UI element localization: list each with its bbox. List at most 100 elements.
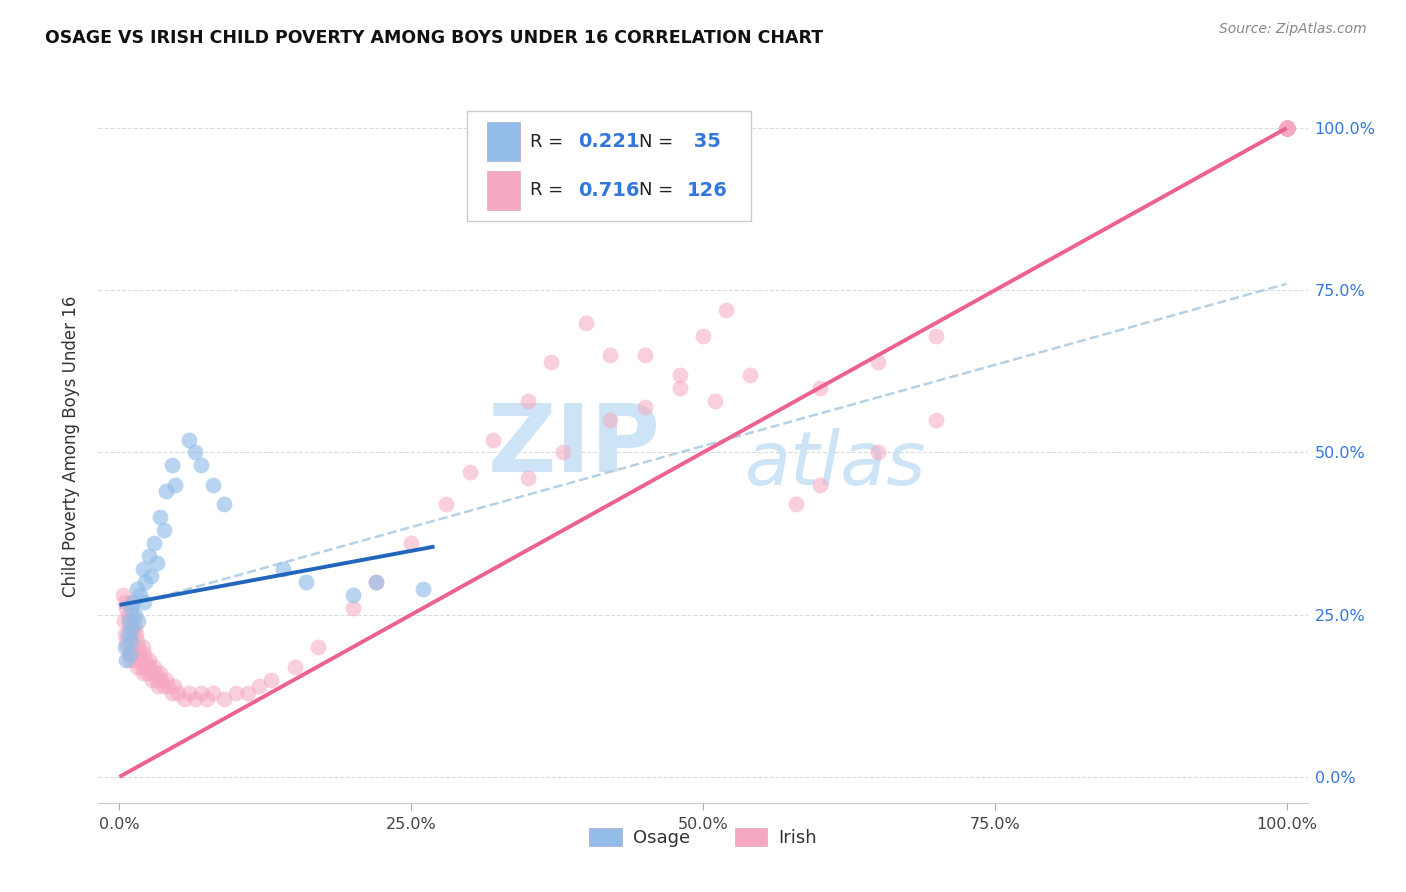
Point <box>155 673 177 687</box>
Point <box>295 575 318 590</box>
Point <box>540 354 562 368</box>
Point <box>114 595 136 609</box>
Point <box>139 659 162 673</box>
Text: ZIP: ZIP <box>488 400 661 492</box>
Point <box>138 653 160 667</box>
Point <box>1275 121 1298 136</box>
Point <box>808 478 831 492</box>
Text: N =: N = <box>638 181 679 199</box>
Text: 0.716: 0.716 <box>578 181 640 200</box>
Point <box>139 568 162 582</box>
Point <box>1275 121 1298 136</box>
Point <box>127 614 149 628</box>
Point <box>190 685 212 699</box>
Point <box>149 510 172 524</box>
Point <box>1275 121 1298 136</box>
Point <box>118 647 141 661</box>
Point <box>152 679 174 693</box>
Point <box>128 647 150 661</box>
Point <box>136 666 159 681</box>
Point <box>122 595 145 609</box>
Point <box>412 582 434 596</box>
Point <box>143 536 166 550</box>
Point <box>179 685 201 699</box>
Point <box>118 653 141 667</box>
Point <box>716 302 738 317</box>
Point <box>132 666 155 681</box>
Text: 126: 126 <box>688 181 728 200</box>
Point <box>633 348 655 362</box>
Point <box>366 575 388 590</box>
Point <box>703 393 725 408</box>
Point <box>117 607 139 622</box>
Point <box>124 607 146 622</box>
Point <box>342 588 364 602</box>
Point <box>738 368 761 382</box>
Point <box>1275 121 1298 136</box>
Point <box>1275 121 1298 136</box>
Point <box>1275 121 1298 136</box>
Point <box>1275 121 1298 136</box>
Point <box>132 562 155 576</box>
Point <box>1275 121 1298 136</box>
Point <box>118 647 141 661</box>
Point <box>121 621 143 635</box>
Point <box>127 640 149 654</box>
Point <box>134 575 156 590</box>
Point <box>122 614 145 628</box>
Text: R =: R = <box>530 181 569 199</box>
Point <box>160 458 183 473</box>
Point <box>190 458 212 473</box>
Point <box>184 445 207 459</box>
Point <box>122 647 145 661</box>
Point <box>1275 121 1298 136</box>
Point <box>1275 121 1298 136</box>
Point <box>120 627 142 641</box>
Point <box>283 659 305 673</box>
Point <box>132 647 155 661</box>
Point <box>482 433 505 447</box>
Text: 35: 35 <box>688 132 721 151</box>
Point <box>117 640 139 654</box>
Text: N =: N = <box>638 133 679 151</box>
Point <box>129 588 152 602</box>
Point <box>1275 121 1298 136</box>
Point <box>201 478 224 492</box>
Point <box>132 595 155 609</box>
Point <box>124 653 146 667</box>
Point <box>1275 121 1298 136</box>
Text: 0.221: 0.221 <box>578 132 640 151</box>
Point <box>125 627 148 641</box>
Point <box>145 666 167 681</box>
Point <box>1275 121 1298 136</box>
Point <box>236 685 259 699</box>
Point <box>134 653 156 667</box>
Point <box>668 381 690 395</box>
Point <box>120 633 142 648</box>
Point <box>1275 121 1298 136</box>
Point <box>1275 121 1298 136</box>
Point <box>551 445 574 459</box>
Point <box>157 679 180 693</box>
Point <box>118 614 141 628</box>
Point <box>201 685 224 699</box>
Bar <box>486 122 520 161</box>
Point <box>135 659 157 673</box>
Point <box>1275 121 1298 136</box>
Point <box>249 679 271 693</box>
Point <box>1275 121 1298 136</box>
Point <box>458 465 481 479</box>
Point <box>516 471 538 485</box>
Point <box>1275 121 1298 136</box>
Point <box>260 673 283 687</box>
Point <box>692 328 714 343</box>
Point <box>166 685 188 699</box>
Point <box>160 685 183 699</box>
Point <box>120 595 142 609</box>
Point <box>124 621 146 635</box>
Point <box>146 556 169 570</box>
Point <box>115 633 138 648</box>
Point <box>125 633 148 648</box>
Point <box>143 659 166 673</box>
Point <box>1275 121 1298 136</box>
